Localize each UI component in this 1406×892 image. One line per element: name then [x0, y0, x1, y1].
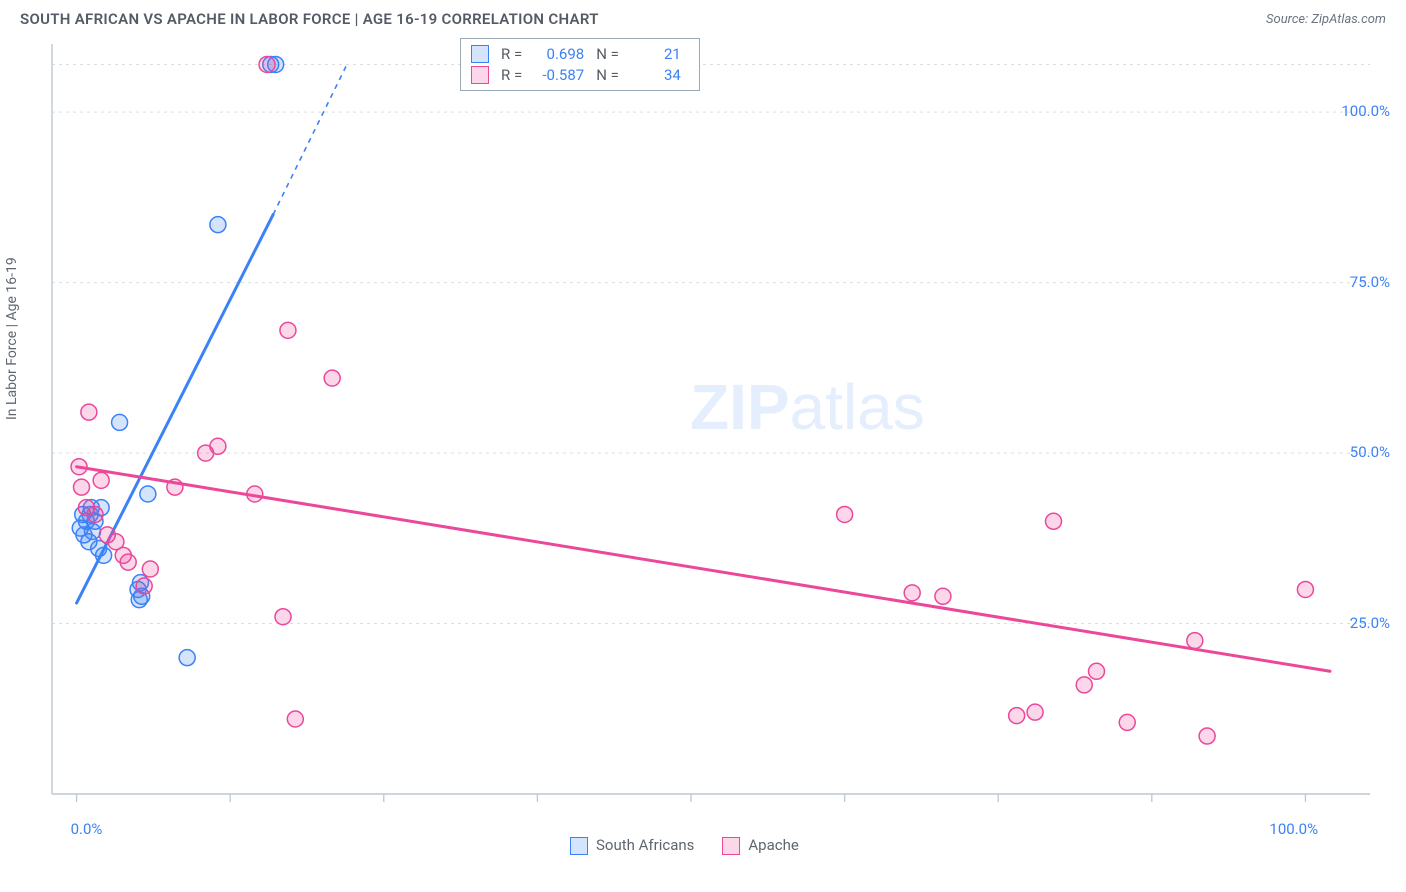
legend-label: Apache	[748, 836, 798, 854]
stats-r-value: 0.698	[534, 45, 584, 63]
stats-r-value: -0.587	[534, 66, 584, 84]
y-axis-label: In Labor Force | Age 16-19	[4, 257, 20, 420]
x-tick-label: 100.0%	[1269, 820, 1318, 838]
legend-item: Apache	[722, 836, 798, 855]
y-tick-label: 100.0%	[1341, 102, 1390, 120]
chart-source: Source: ZipAtlas.com	[1266, 12, 1386, 27]
stats-n-value: 34	[631, 66, 681, 84]
legend-swatch	[722, 837, 740, 855]
stats-swatch	[471, 66, 489, 84]
stats-n-label: N =	[596, 66, 619, 84]
stats-n-label: N =	[596, 45, 619, 63]
chart-area: 25.0%50.0%75.0%100.0%0.0%100.0%	[50, 34, 1380, 824]
y-tick-label: 50.0%	[1350, 443, 1390, 461]
scatter-plot-svg	[50, 34, 1380, 824]
x-tick-label: 0.0%	[71, 820, 103, 838]
legend-swatch	[570, 837, 588, 855]
legend-item: South Africans	[570, 836, 694, 855]
stats-box: R = 0.698 N = 21 R = -0.587 N = 34	[460, 38, 700, 91]
stats-r-label: R =	[501, 66, 522, 84]
stats-swatch	[471, 45, 489, 63]
bottom-legend: South Africans Apache	[570, 836, 799, 855]
y-tick-label: 75.0%	[1350, 273, 1390, 291]
chart-title: SOUTH AFRICAN VS APACHE IN LABOR FORCE |…	[20, 10, 599, 28]
stats-n-value: 21	[631, 45, 681, 63]
stats-r-label: R =	[501, 45, 522, 63]
legend-label: South Africans	[596, 836, 694, 854]
y-tick-label: 25.0%	[1350, 614, 1390, 632]
chart-header: SOUTH AFRICAN VS APACHE IN LABOR FORCE |…	[0, 0, 1406, 34]
